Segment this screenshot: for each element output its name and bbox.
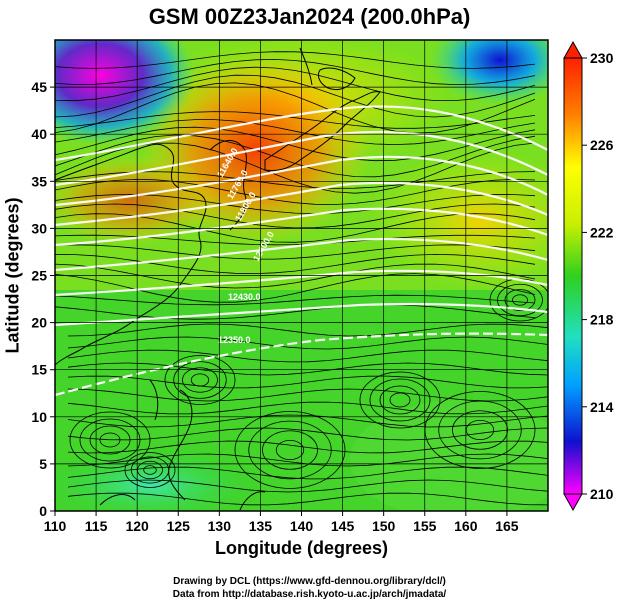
y-axis-label: Latitude (degrees) bbox=[2, 197, 23, 354]
colorbar: 230 226 222 218 214 210 bbox=[563, 40, 614, 512]
streamline bbox=[465, 419, 495, 441]
streamline bbox=[55, 263, 536, 289]
streamline bbox=[512, 294, 528, 306]
streamline bbox=[67, 388, 548, 402]
wind-streamlines bbox=[55, 51, 548, 506]
x-tick-label: 150 bbox=[372, 518, 396, 534]
streamline bbox=[55, 234, 536, 246]
streamline bbox=[55, 304, 536, 320]
streamline bbox=[67, 375, 548, 389]
streamline bbox=[55, 194, 536, 215]
streamline bbox=[55, 213, 536, 243]
streamline bbox=[497, 283, 543, 317]
chart-title: GSM 00Z23Jan2024 (200.0hPa) bbox=[148, 4, 471, 29]
streamline bbox=[67, 427, 548, 441]
streamline bbox=[55, 178, 536, 205]
x-tick-label: 160 bbox=[454, 518, 478, 534]
streamline bbox=[67, 323, 548, 337]
streamline bbox=[55, 74, 536, 118]
streamline bbox=[67, 466, 548, 480]
colorbar-min-arrow bbox=[563, 493, 583, 512]
streamline bbox=[124, 452, 176, 488]
streamline bbox=[55, 203, 536, 229]
streamline bbox=[137, 460, 163, 480]
colorbar-tick-label: 218 bbox=[590, 312, 614, 328]
streamline bbox=[55, 142, 536, 194]
x-tick-label: 165 bbox=[495, 518, 519, 534]
streamline bbox=[173, 361, 227, 399]
streamline bbox=[164, 355, 236, 405]
streamline bbox=[275, 439, 305, 461]
contour-label: 12430.0 bbox=[228, 292, 261, 302]
y-tick-label: 25 bbox=[31, 268, 47, 284]
y-tick-label: 30 bbox=[31, 220, 47, 236]
colorbar-tick-label: 222 bbox=[590, 224, 614, 240]
contour-label: 12350.0 bbox=[218, 335, 251, 345]
streamline bbox=[67, 479, 548, 493]
streamline bbox=[438, 400, 522, 460]
streamline bbox=[67, 453, 548, 467]
streamline bbox=[67, 440, 548, 454]
x-tick-label: 135 bbox=[249, 518, 273, 534]
colorbar-ticks: 230 226 222 218 214 210 bbox=[582, 50, 614, 502]
streamline bbox=[424, 391, 536, 469]
credit-data-source: Data from http://database.rish.kyoto-u.a… bbox=[172, 589, 447, 600]
streamline bbox=[190, 373, 210, 387]
streamline bbox=[67, 349, 548, 363]
colorbar-max-arrow bbox=[563, 40, 583, 59]
colorbar-tick-label: 226 bbox=[590, 137, 614, 153]
streamline bbox=[55, 273, 536, 303]
streamline bbox=[489, 278, 548, 322]
streamline bbox=[379, 385, 421, 415]
x-tick-label: 120 bbox=[125, 518, 149, 534]
colorbar-scale bbox=[563, 57, 583, 495]
streamline bbox=[55, 244, 536, 260]
streamline bbox=[55, 66, 536, 102]
x-axis-ticks: 110 115 120 125 130 135 140 145 150 155 160 165 bbox=[44, 511, 519, 534]
y-tick-label: 45 bbox=[31, 79, 47, 95]
streamline bbox=[55, 51, 536, 69]
streamline bbox=[389, 392, 411, 408]
coastlines bbox=[55, 47, 381, 511]
x-tick-label: 115 bbox=[85, 518, 108, 534]
x-axis-label: Longitude (degrees) bbox=[214, 538, 388, 558]
x-tick-label: 125 bbox=[167, 518, 191, 534]
streamline bbox=[262, 430, 318, 470]
graticule bbox=[55, 40, 548, 511]
credit-dcl: Drawing by DCL (https://www.gfd-dennou.o… bbox=[173, 576, 446, 587]
x-tick-label: 140 bbox=[290, 518, 314, 534]
streamline bbox=[67, 401, 548, 415]
streamline bbox=[55, 294, 536, 306]
y-tick-label: 20 bbox=[31, 315, 47, 331]
colorbar-tick-label: 230 bbox=[590, 50, 614, 66]
streamline bbox=[67, 414, 548, 428]
y-axis-ticks: 0 5 10 15 20 25 30 35 40 45 bbox=[31, 79, 55, 519]
y-tick-label: 10 bbox=[31, 409, 47, 425]
colorbar-tick-label: 210 bbox=[590, 486, 614, 502]
y-tick-label: 15 bbox=[31, 362, 47, 378]
y-tick-label: 40 bbox=[31, 126, 47, 142]
streamline bbox=[55, 171, 536, 189]
x-tick-label: 155 bbox=[413, 518, 437, 534]
y-tick-label: 35 bbox=[31, 173, 47, 189]
streamline bbox=[55, 58, 536, 86]
x-tick-label: 130 bbox=[208, 518, 232, 534]
colorbar-tick-label: 214 bbox=[590, 399, 614, 415]
streamline bbox=[67, 492, 548, 506]
y-tick-label: 0 bbox=[39, 503, 47, 519]
x-tick-label: 145 bbox=[331, 518, 355, 534]
streamline bbox=[143, 465, 157, 475]
y-tick-label: 5 bbox=[39, 456, 47, 472]
streamline bbox=[67, 336, 548, 350]
streamline bbox=[55, 253, 536, 275]
x-tick-label: 110 bbox=[44, 518, 67, 534]
streamline bbox=[55, 134, 536, 178]
streamline bbox=[55, 82, 536, 134]
